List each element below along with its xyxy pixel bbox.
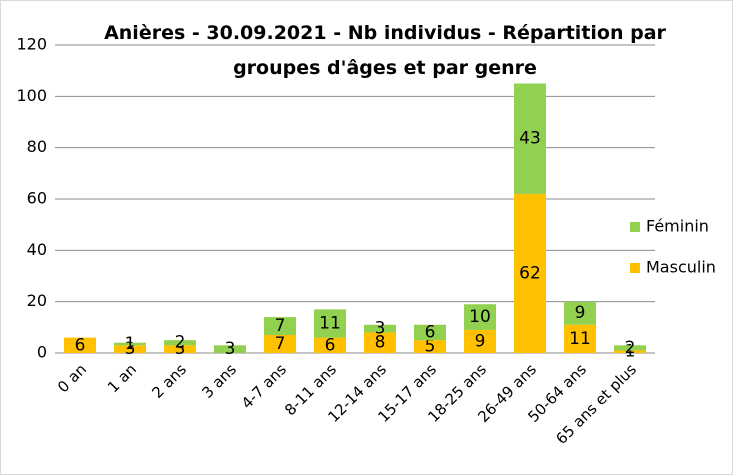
- data-label: 6: [325, 335, 336, 355]
- data-label: 2: [175, 333, 186, 353]
- bar-segment: [464, 304, 496, 330]
- data-label: 1: [125, 334, 136, 354]
- data-label: 6: [75, 335, 86, 355]
- data-label: 7: [275, 316, 286, 336]
- bar-segment: [264, 335, 296, 353]
- y-tick-label: 80: [27, 137, 47, 156]
- data-label: 3: [225, 339, 236, 359]
- bar-segment: [314, 337, 346, 353]
- bar-segment: [514, 193, 546, 353]
- bar-segment: [414, 324, 446, 341]
- data-label: 3: [375, 319, 386, 339]
- data-label: 5: [425, 337, 436, 357]
- bar-segment: [464, 329, 496, 353]
- bar-segment: [414, 340, 446, 353]
- data-label: 3: [175, 339, 186, 359]
- bar-segment: [614, 345, 646, 351]
- y-tick-label: 100: [16, 86, 47, 105]
- bar-segment: [314, 309, 346, 338]
- bar-segment: [164, 345, 196, 353]
- chart-title: Anières - 30.09.2021 - Nb individus - Ré…: [104, 22, 666, 79]
- legend-label: Masculin: [646, 258, 716, 277]
- data-label: 6: [425, 322, 436, 342]
- y-tick-label: 60: [27, 189, 47, 208]
- data-label: 3: [125, 339, 136, 359]
- y-tick-label: 40: [27, 240, 47, 259]
- legend-swatch: [630, 222, 640, 232]
- data-label: 10: [469, 307, 491, 327]
- data-label: 62: [519, 263, 541, 283]
- bar-segment: [64, 337, 96, 353]
- data-label: 9: [475, 331, 486, 351]
- bar-segment: [114, 345, 146, 353]
- data-label: 11: [319, 313, 341, 333]
- data-label: 7: [275, 334, 286, 354]
- data-label: 9: [575, 303, 586, 323]
- data-label: 8: [375, 333, 386, 353]
- legend-swatch: [630, 263, 640, 273]
- data-label: 1: [625, 342, 636, 362]
- y-tick-label: 0: [37, 343, 47, 362]
- bar-segment: [364, 332, 396, 353]
- bar-segment: [214, 345, 246, 353]
- bar-segment: [514, 83, 546, 194]
- bar-segment: [364, 324, 396, 333]
- y-tick-label: 20: [27, 291, 47, 310]
- bar-segment: [264, 317, 296, 336]
- bar-segment: [164, 340, 196, 346]
- bar-segment: [564, 324, 596, 353]
- bar-segment: [564, 301, 596, 325]
- data-label: 2: [625, 338, 636, 358]
- bar-segment: [114, 342, 146, 346]
- legend-label: Féminin: [646, 217, 709, 236]
- data-label: 43: [519, 129, 541, 149]
- y-tick-label: 120: [16, 35, 47, 54]
- bar-segment: [614, 350, 646, 353]
- data-label: 11: [569, 329, 591, 349]
